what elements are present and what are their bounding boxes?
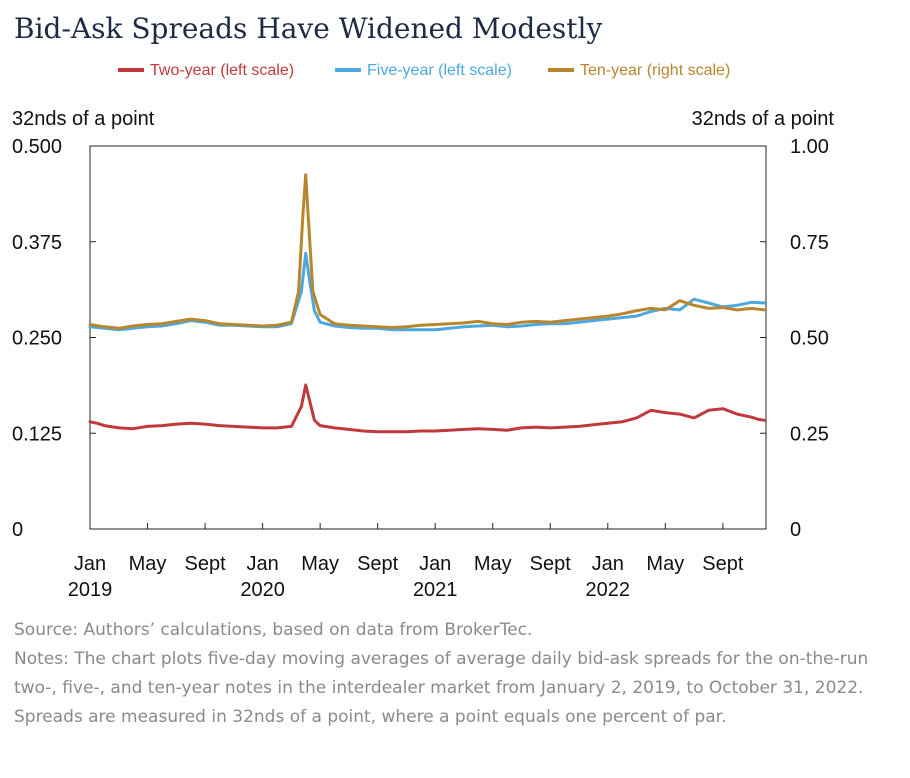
right-axis-unit: 32nds of a point	[691, 108, 834, 130]
x-tick-label: May	[474, 553, 512, 575]
y-tick-label-right: 0.25	[790, 423, 829, 445]
y-tick-label-left: 0.375	[12, 232, 62, 254]
y-tick-label-left: 0.250	[12, 328, 62, 350]
footer: Source: Authors’ calculations, based on …	[14, 616, 874, 732]
plot-frame	[89, 145, 767, 530]
legend-label-five-year: Five-year (left scale)	[367, 62, 512, 79]
legend-swatch-two-year	[118, 67, 144, 72]
series-line-ten-year-right-scale	[88, 173, 767, 330]
x-tick-label: Jan	[74, 553, 106, 575]
y-tick-label-left: 0.125	[12, 423, 62, 445]
x-tick-label: Jan	[419, 553, 451, 575]
y-tick-label-right: 0.50	[790, 328, 829, 350]
y-tick-label-left: 0.500	[12, 136, 62, 158]
legend-item-ten-year: Ten-year (right scale)	[548, 60, 730, 82]
y-tick-label-right: 0.75	[790, 232, 829, 254]
x-tick-label: Jan	[246, 553, 278, 575]
x-tick-label: Sept	[530, 553, 572, 575]
x-tick-label: Jan	[592, 553, 624, 575]
x-tick-label: May	[301, 553, 339, 575]
legend-label-two-year: Two-year (left scale)	[150, 62, 295, 79]
legend-swatch-ten-year	[548, 67, 574, 72]
y-tick-label-left: 0	[12, 519, 23, 541]
x-tick-label: Sept	[357, 553, 399, 575]
x-tick-year-label: 2022	[586, 579, 631, 601]
legend-item-two-year: Two-year (left scale)	[118, 60, 294, 82]
legend-label-ten-year: Ten-year (right scale)	[580, 62, 731, 79]
chart-title: Bid-Ask Spreads Have Widened Modestly	[14, 12, 603, 45]
series-line-two-year-left-scale	[88, 383, 767, 434]
notes: Notes: The chart plots five-day moving a…	[14, 649, 869, 727]
x-tick-label: Sept	[702, 553, 744, 575]
x-tick-label: May	[646, 553, 684, 575]
legend-swatch-five-year	[335, 67, 361, 72]
legend: Two-year (left scale) Five-year (left sc…	[0, 60, 910, 84]
x-tick-year-label: 2021	[413, 579, 458, 601]
x-tick-year-label: 2019	[68, 579, 113, 601]
series-line-five-year-left-scale	[88, 251, 767, 332]
x-tick-label: Sept	[184, 553, 226, 575]
y-tick-label-right: 0	[790, 519, 801, 541]
chart-svg: 0.500 1.000.375 0.750.250 0.500.125 0.250 0Ja…	[12, 136, 829, 601]
left-axis-unit: 32nds of a point	[12, 108, 155, 130]
y-tick-label-right: 1.00	[790, 136, 829, 158]
x-tick-label: May	[129, 553, 167, 575]
legend-item-five-year: Five-year (left scale)	[335, 60, 512, 82]
source-note: Source: Authors’ calculations, based on …	[14, 620, 533, 640]
x-tick-year-label: 2020	[240, 579, 285, 601]
